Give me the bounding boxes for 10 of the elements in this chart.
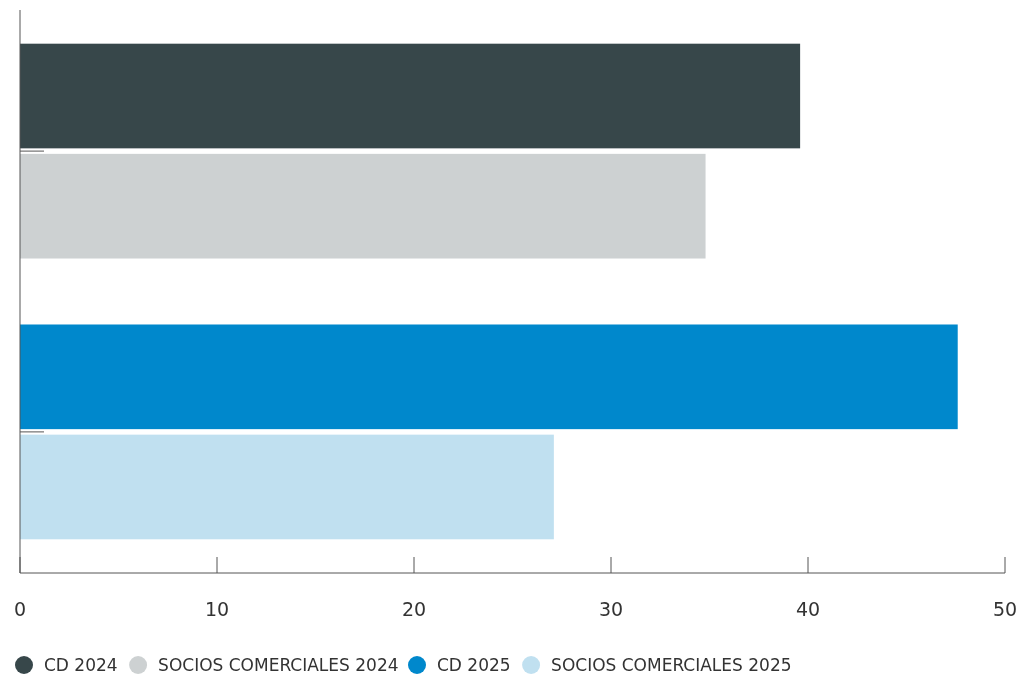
x-tick-label: 30 [598, 598, 624, 620]
legend-label: SOCIOS COMERCIALES 2024 [158, 655, 399, 675]
legend-label: CD 2025 [437, 655, 511, 675]
x-tick-label: 0 [13, 598, 27, 620]
x-tick-label: 20 [401, 598, 427, 620]
legend-label: CD 2024 [44, 655, 118, 675]
x-tick-label: 50 [992, 598, 1018, 620]
x-tick-label: 40 [795, 598, 821, 620]
legend-label: SOCIOS COMERCIALES 2025 [551, 655, 792, 675]
x-tick-label: 10 [204, 598, 230, 620]
